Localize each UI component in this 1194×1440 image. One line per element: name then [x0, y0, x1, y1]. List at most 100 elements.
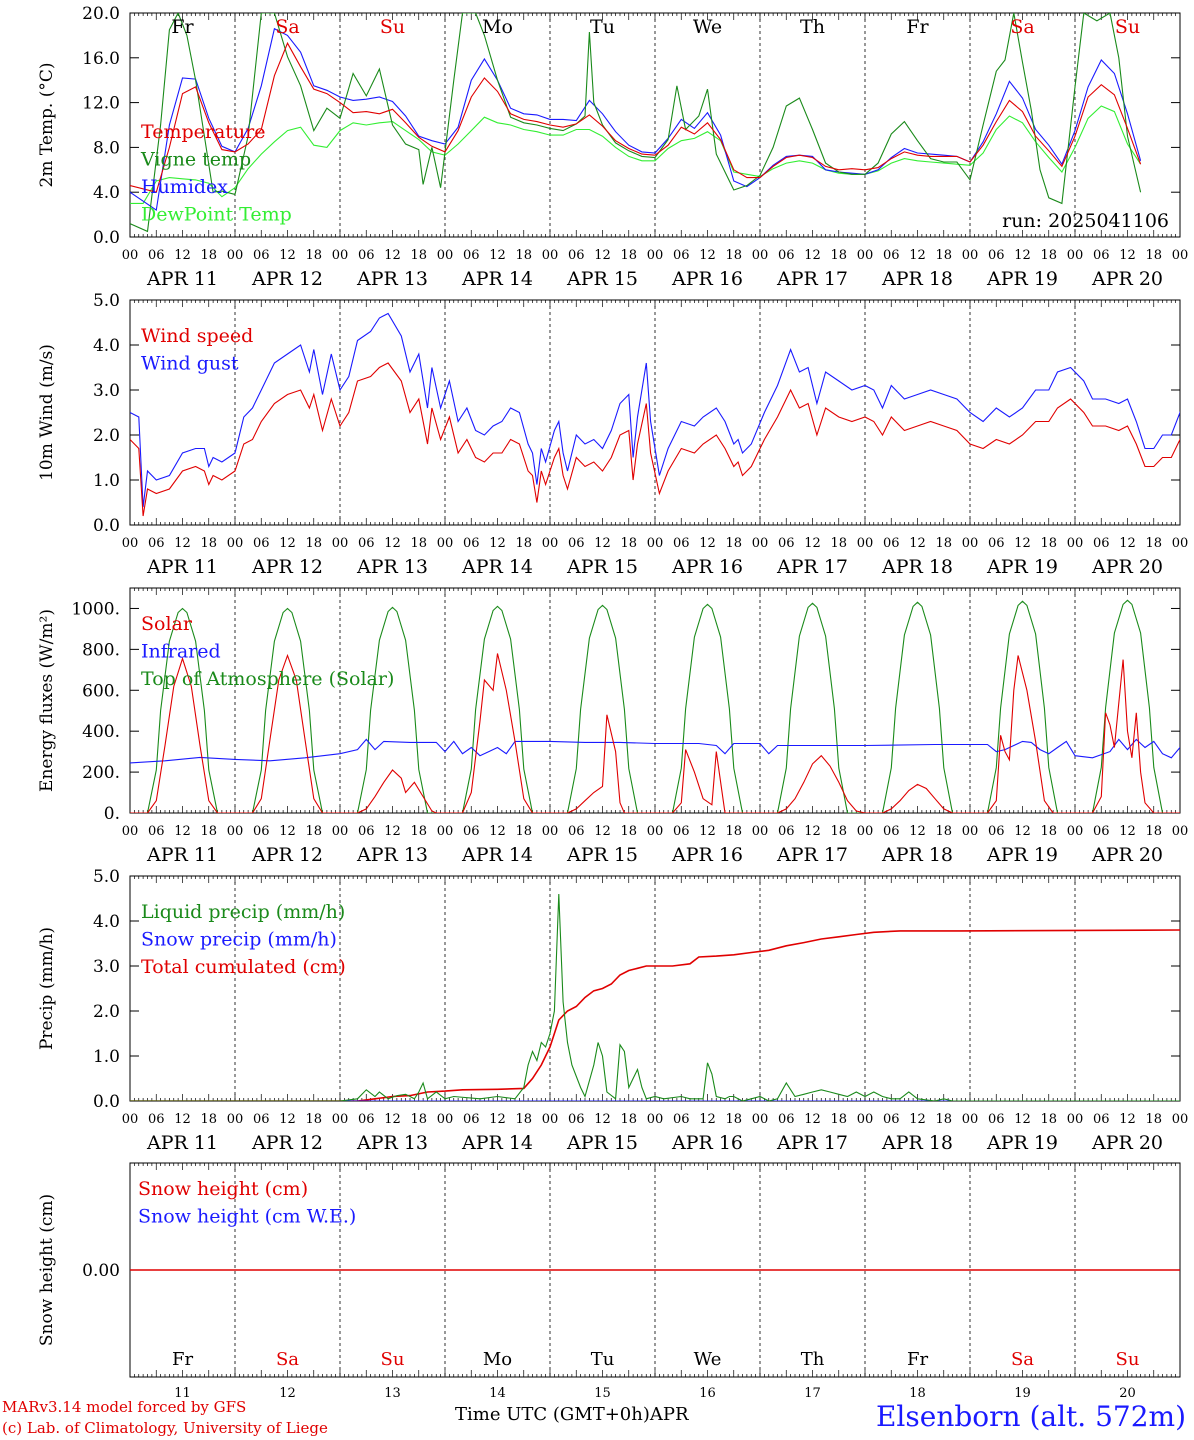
hour-tick-label: 06	[673, 824, 690, 839]
day-label: APR 16	[671, 844, 743, 866]
hour-tick-label: 12	[1119, 248, 1136, 263]
hour-tick-label: 06	[358, 248, 375, 263]
hour-tick-label: 00	[647, 248, 664, 263]
y-tick-label: 8.0	[93, 138, 120, 158]
day-label: APR 14	[461, 844, 533, 866]
hour-tick-label: 06	[253, 248, 270, 263]
hour-tick-label: 00	[647, 824, 664, 839]
hour-tick-label: 12	[1014, 824, 1031, 839]
hour-tick-label: 00	[647, 536, 664, 551]
hour-tick-label: 12	[594, 536, 611, 551]
day-label: APR 14	[461, 268, 533, 290]
day-number-label: 14	[489, 1386, 506, 1400]
hour-tick-label: 00	[122, 248, 139, 263]
hour-tick-label: 12	[1119, 536, 1136, 551]
hour-tick-label: 00	[752, 1112, 769, 1127]
y-tick-label: 4.0	[93, 912, 120, 932]
weekday-label: Fr	[907, 1349, 928, 1370]
hour-tick-label: 12	[174, 1112, 191, 1127]
hour-tick-label: 18	[515, 1112, 532, 1127]
day-number-label: 20	[1119, 1386, 1136, 1400]
hour-tick-label: 12	[174, 536, 191, 551]
plot-frame	[129, 299, 1181, 526]
day-label: APR 11	[146, 844, 218, 866]
y-tick-label: 800.	[82, 640, 120, 660]
hour-tick-label: 18	[830, 536, 847, 551]
hour-tick-label: 00	[1067, 1112, 1084, 1127]
hour-tick-label: 06	[148, 536, 165, 551]
legend-entry: Wind speed	[141, 325, 253, 347]
panel-snow	[129, 1162, 1181, 1378]
hour-tick-label: 18	[305, 1112, 322, 1127]
hour-tick-label: 06	[568, 1112, 585, 1127]
day-label: APR 18	[881, 556, 953, 578]
hour-tick-label: 00	[227, 536, 244, 551]
hour-tick-label: 12	[1014, 1112, 1031, 1127]
hour-tick-label: 06	[358, 536, 375, 551]
hour-tick-label: 12	[174, 248, 191, 263]
day-label: APR 19	[986, 1132, 1058, 1154]
day-label: APR 20	[1091, 556, 1163, 578]
day-number-label: 19	[1014, 1386, 1031, 1400]
hour-tick-label: 06	[148, 248, 165, 263]
y-tick-label: 3.0	[93, 381, 120, 401]
hour-tick-label: 18	[200, 536, 217, 551]
plot-frame	[129, 587, 1181, 814]
day-number-label: 16	[699, 1386, 716, 1400]
hour-tick-label: 06	[673, 1112, 690, 1127]
hour-tick-label: 18	[620, 1112, 637, 1127]
day-number-label: 11	[174, 1386, 191, 1400]
hour-tick-label: 12	[909, 824, 926, 839]
legend-entry: Vigne temp	[140, 149, 251, 171]
hour-tick-label: 00	[437, 248, 454, 263]
day-label: APR 13	[356, 1132, 428, 1154]
y-tick-label: 16.0	[82, 49, 120, 69]
hour-tick-label: 12	[804, 248, 821, 263]
hour-tick-label: 12	[699, 824, 716, 839]
hour-tick-label: 12	[1119, 1112, 1136, 1127]
day-label: APR 18	[881, 268, 953, 290]
legend-entry: Liquid precip (mm/h)	[141, 901, 345, 923]
hour-tick-label: 18	[1145, 248, 1162, 263]
hour-tick-label: 18	[830, 1112, 847, 1127]
day-label: APR 20	[1091, 1132, 1163, 1154]
day-label: APR 19	[986, 844, 1058, 866]
hour-tick-label: 06	[988, 536, 1005, 551]
hour-tick-label: 18	[725, 248, 742, 263]
hour-tick-label: 00	[542, 1112, 559, 1127]
legend-entry: Humidex	[141, 176, 228, 198]
y-axis-label: 10m Wind (m/s)	[37, 344, 57, 481]
hour-tick-label: 06	[778, 536, 795, 551]
weekday-label: Su	[1115, 16, 1140, 38]
hour-tick-label: 06	[568, 824, 585, 839]
hour-tick-label: 00	[962, 248, 979, 263]
hour-tick-label: 06	[253, 824, 270, 839]
hour-tick-label: 12	[279, 824, 296, 839]
hour-tick-label: 06	[1093, 1112, 1110, 1127]
hour-tick-label: 00	[1067, 248, 1084, 263]
legend-entry: Snow height (cm W.E.)	[138, 1206, 356, 1228]
hour-tick-label: 18	[830, 824, 847, 839]
hour-tick-label: 00	[1067, 824, 1084, 839]
day-label: APR 17	[776, 556, 848, 578]
weekday-label: Th	[801, 1349, 825, 1370]
hour-tick-label: 00	[332, 248, 349, 263]
y-tick-label: 4.0	[93, 336, 120, 356]
hour-tick-label: 12	[174, 824, 191, 839]
hour-tick-label: 12	[909, 1112, 926, 1127]
day-label: APR 16	[671, 556, 743, 578]
legend-entry: Infrared	[141, 641, 221, 663]
y-tick-label: 1.0	[93, 471, 120, 491]
day-label: APR 13	[356, 268, 428, 290]
hour-tick-label: 00	[752, 536, 769, 551]
legend-entry: Total cumulated (cm)	[141, 956, 346, 978]
y-tick-label: 0.0	[93, 516, 120, 536]
hour-tick-label: 00	[857, 248, 874, 263]
hour-tick-label: 00	[227, 824, 244, 839]
hour-tick-label: 06	[883, 248, 900, 263]
legend-entry: DewPoint Temp	[141, 204, 292, 226]
hour-tick-label: 18	[725, 536, 742, 551]
hour-tick-label: 18	[410, 1112, 427, 1127]
hour-tick-label: 06	[988, 248, 1005, 263]
hour-tick-label: 00	[122, 1112, 139, 1127]
